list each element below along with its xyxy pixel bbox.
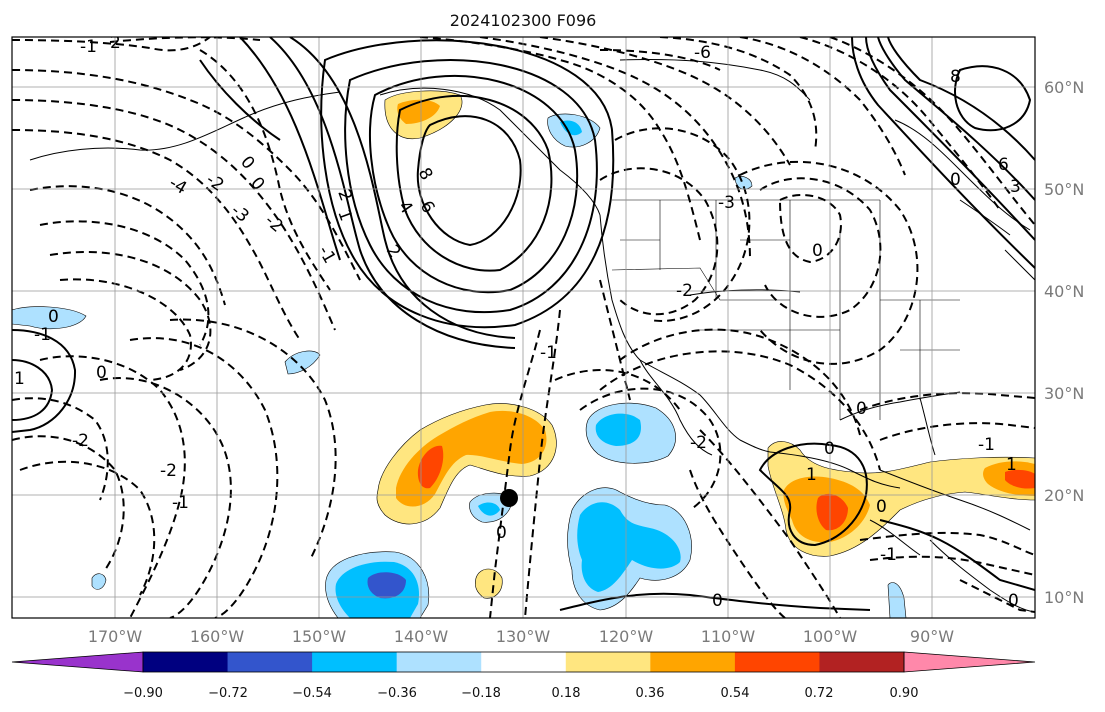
latitude-labels: 10°N 20°N 30°N 40°N 50°N 60°N xyxy=(1044,78,1084,607)
lon-label: 100°W xyxy=(803,627,858,646)
contour-label: -2 xyxy=(72,431,89,451)
contour-label: 0 xyxy=(856,399,867,419)
positive-anomaly-region xyxy=(816,493,848,531)
contour-label: 0 xyxy=(824,439,835,459)
negative-anomaly-region xyxy=(577,502,681,592)
colorbar-tick-label: −0.36 xyxy=(377,686,417,701)
lon-label: 150°W xyxy=(292,627,347,646)
colorbar-tick-label: 0.54 xyxy=(721,686,750,701)
colorbar-extend-max xyxy=(903,651,1036,673)
colorbar-tick-label: −0.72 xyxy=(208,686,248,701)
longitude-labels: 170°W 160°W 150°W 140°W 130°W 120°W 110°… xyxy=(88,627,954,646)
gridlines xyxy=(12,37,1035,618)
colorbar-tick-label: 0.18 xyxy=(552,686,581,701)
negative-anomaly-region xyxy=(284,350,321,375)
contour-label: 0 xyxy=(1008,591,1019,611)
map-panel: 8 6 4 2 2 1 0 0 -1 -2 -3 -2 -4 -1 2 -6 8… xyxy=(12,33,1035,618)
negative-anomaly-region xyxy=(12,306,87,330)
colorbar-outline xyxy=(142,651,905,673)
colorbar-segment xyxy=(227,652,313,672)
lat-label: 20°N xyxy=(1044,486,1084,505)
negative-anomaly-region xyxy=(367,572,406,599)
colorbar-segment xyxy=(565,652,651,672)
colorbar-segment xyxy=(481,652,567,672)
positive-anomaly-region xyxy=(1005,469,1035,489)
figure-title: 2024102300 F096 xyxy=(450,11,597,30)
contour-label: -2 xyxy=(676,281,693,301)
colorbar-tick-label: −0.54 xyxy=(292,686,332,701)
contour-label: -2 xyxy=(160,461,177,481)
negative-anomaly-region xyxy=(887,582,907,618)
colorbar-tick-label: −0.18 xyxy=(461,686,501,701)
lat-label: 40°N xyxy=(1044,282,1084,301)
colorbar-segment xyxy=(396,652,482,672)
negative-anomaly-region xyxy=(595,413,641,446)
lon-label: 120°W xyxy=(599,627,654,646)
contour-label: 1 xyxy=(1006,455,1017,475)
colorbar-tick-label: 0.72 xyxy=(805,686,834,701)
colorbar-segment xyxy=(312,652,398,672)
positive-anomaly-region xyxy=(474,568,503,599)
negative-anomaly-region xyxy=(560,120,582,136)
colorbar-tick-labels: −0.90 −0.72 −0.54 −0.36 −0.18 0.18 0.36 … xyxy=(123,686,918,701)
anomaly-shading xyxy=(12,90,1035,618)
colorbar-segment xyxy=(143,652,229,672)
positive-anomaly-region xyxy=(417,445,444,489)
contour-label: -6 xyxy=(694,43,711,63)
contour-label: -1 xyxy=(34,325,51,345)
lon-label: 160°W xyxy=(190,627,245,646)
colorbar-tick-label: −0.90 xyxy=(123,686,163,701)
negative-anomaly-region xyxy=(478,502,500,516)
contour-label: -1 xyxy=(80,37,97,57)
colorbar-segment xyxy=(734,652,820,672)
contour-label: 0 xyxy=(712,591,723,611)
colorbar-extend-min xyxy=(11,651,144,673)
lon-label: 170°W xyxy=(88,627,143,646)
contour-label: 1 xyxy=(806,465,817,485)
lat-label: 50°N xyxy=(1044,180,1084,199)
negative-contours xyxy=(12,37,1035,618)
colorbar-segment xyxy=(650,652,736,672)
state-borders xyxy=(611,199,960,420)
contour-label: 3 xyxy=(1010,177,1021,197)
lat-label: 10°N xyxy=(1044,588,1084,607)
lon-label: 140°W xyxy=(394,627,449,646)
colorbar-tick-label: 0.36 xyxy=(636,686,665,701)
contour-label: 0 xyxy=(96,363,107,383)
lat-label: 30°N xyxy=(1044,384,1084,403)
contour-label: -1 xyxy=(172,493,189,513)
lon-label: 110°W xyxy=(701,627,756,646)
contour-label: -2 xyxy=(690,433,707,453)
contour-label: 1 xyxy=(14,369,25,389)
contour-label: -1 xyxy=(880,545,897,565)
contour-label: 2 xyxy=(110,33,121,53)
colorbar xyxy=(11,651,1036,673)
lon-label: 130°W xyxy=(496,627,551,646)
contour-label: 0 xyxy=(812,241,823,261)
map-frame xyxy=(11,36,1036,619)
colorbar-segment xyxy=(819,652,905,672)
contour-label: 0 xyxy=(48,307,59,327)
lon-label: 90°W xyxy=(910,627,954,646)
contour-label: -1 xyxy=(978,435,995,455)
colorbar-tick-label: 0.90 xyxy=(890,686,919,701)
contour-label: 0 xyxy=(950,170,961,190)
coastlines xyxy=(29,58,1035,613)
contour-label: 0 xyxy=(876,497,887,517)
contour-label: -3 xyxy=(718,193,735,213)
contour-label: 0 xyxy=(496,523,507,543)
contour-label: -1 xyxy=(540,343,557,363)
contour-label: 6 xyxy=(998,155,1009,175)
storm-position-marker xyxy=(500,489,518,507)
lat-label: 60°N xyxy=(1044,78,1084,97)
positive-contours xyxy=(12,37,1035,611)
contour-label: 8 xyxy=(950,67,961,87)
negative-anomaly-region xyxy=(91,573,107,590)
